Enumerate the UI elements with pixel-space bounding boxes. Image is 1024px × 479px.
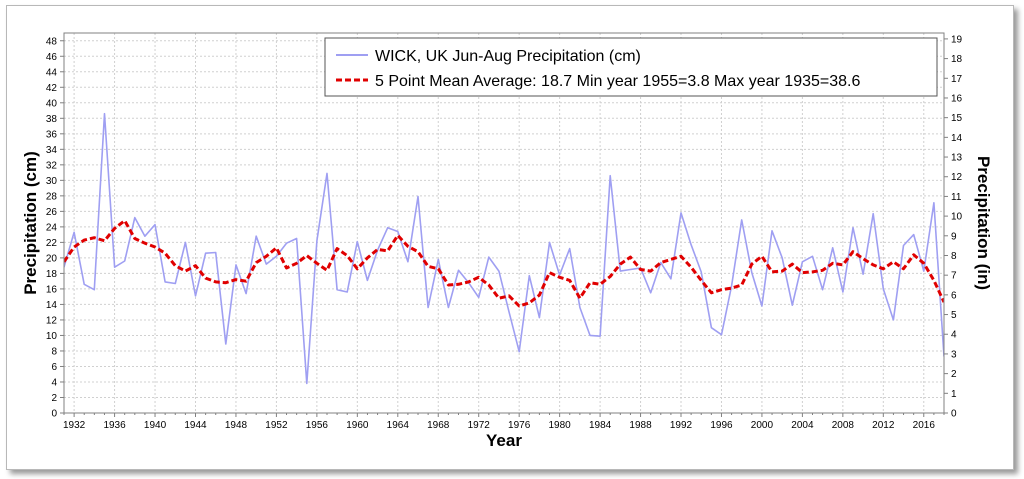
y-left-tick-label: 48 <box>46 36 58 47</box>
x-tick-label: 1992 <box>670 420 693 431</box>
y-left-tick-label: 4 <box>51 377 57 388</box>
y-left-tick-label: 18 <box>46 269 58 280</box>
precipitation-chart: 1932 1936 1940 1944 1948 1952 1956 1960 1964 1968… <box>21 32 993 450</box>
y-right-tick-label: 4 <box>951 330 957 341</box>
y-right-tick-label: 18 <box>951 54 963 65</box>
y-left-tick-label: 0 <box>51 409 57 420</box>
y-right-tick-label: 6 <box>951 290 957 301</box>
y-left-tick-label: 8 <box>51 346 57 357</box>
y-left-tick-label: 42 <box>46 83 58 94</box>
y-right-tick-label: 3 <box>951 349 957 360</box>
x-tick-label: 1972 <box>468 420 491 431</box>
y-axis-right-title: Precipitation (in) <box>974 156 993 290</box>
x-tick-label: 1944 <box>184 420 207 431</box>
x-tick-label: 2004 <box>791 420 814 431</box>
y-left-tick-label: 32 <box>46 160 58 171</box>
y-right-tick-label: 5 <box>951 310 957 321</box>
x-tick-label: 2012 <box>872 420 895 431</box>
series-layer <box>64 112 944 385</box>
x-tick-label: 1932 <box>63 420 86 431</box>
y-right-tick-label: 7 <box>951 271 957 282</box>
legend-series-label: WICK, UK Jun-Aug Precipitation (cm) <box>375 48 641 65</box>
x-tick-label: 1952 <box>265 420 288 431</box>
y-right-tick-label: 0 <box>951 409 957 420</box>
x-tick-label: 2000 <box>751 420 774 431</box>
x-tick-label: 1968 <box>427 420 450 431</box>
y-left-tick-label: 38 <box>46 114 58 125</box>
y-right-tick-label: 15 <box>951 113 963 124</box>
y-axis-left-ticks: 0246810121416182022242628303234363840424… <box>46 36 64 420</box>
y-axis-left-title: Precipitation (cm) <box>21 151 40 295</box>
x-tick-label: 1964 <box>387 420 410 431</box>
legend-mean-label: 5 Point Mean Average: 18.7 Min year 1955… <box>375 73 860 90</box>
x-axis-title: Year <box>486 431 522 450</box>
y-left-tick-label: 28 <box>46 191 58 202</box>
y-left-tick-label: 30 <box>46 176 58 187</box>
series-line-precipitation <box>64 112 944 385</box>
x-tick-label: 1988 <box>629 420 652 431</box>
y-left-tick-label: 40 <box>46 98 58 109</box>
plot-border <box>63 32 945 414</box>
y-left-tick-label: 20 <box>46 253 58 264</box>
y-left-tick-label: 44 <box>46 67 58 78</box>
grid-lines <box>64 33 944 414</box>
legend-box <box>324 37 938 97</box>
x-tick-label: 1980 <box>549 420 572 431</box>
x-tick-label: 2016 <box>913 420 936 431</box>
y-left-tick-label: 26 <box>46 207 58 218</box>
y-left-tick-label: 14 <box>46 300 58 311</box>
legend: WICK, UK Jun-Aug Precipitation (cm) 5 Po… <box>324 37 938 97</box>
x-tick-label: 1948 <box>225 420 248 431</box>
y-left-tick-label: 12 <box>46 315 58 326</box>
chart-frame: 1932 1936 1940 1944 1948 1952 1956 1960 1964 1968… <box>6 5 1014 470</box>
x-tick-label: 1976 <box>508 420 531 431</box>
y-right-tick-label: 19 <box>951 34 963 45</box>
y-right-tick-label: 13 <box>951 153 963 164</box>
x-tick-label: 1960 <box>346 420 369 431</box>
x-tick-label: 1984 <box>589 420 612 431</box>
x-tick-label: 1936 <box>103 420 126 431</box>
x-tick-label: 2008 <box>832 420 855 431</box>
y-right-tick-label: 12 <box>951 172 963 183</box>
y-right-tick-label: 17 <box>951 74 963 85</box>
y-left-tick-label: 34 <box>46 145 58 156</box>
y-left-tick-label: 16 <box>46 284 58 295</box>
x-tick-label: 1996 <box>710 420 733 431</box>
y-right-tick-label: 14 <box>951 133 963 144</box>
y-left-tick-label: 24 <box>46 222 58 233</box>
x-tick-label: 1956 <box>306 420 329 431</box>
y-right-tick-label: 8 <box>951 251 957 262</box>
x-axis-ticks: 1932 1936 1940 1944 1948 1952 1956 1960 1964 1968… <box>63 413 945 431</box>
y-left-tick-label: 6 <box>51 362 57 373</box>
y-right-tick-label: 10 <box>951 212 963 223</box>
y-left-tick-label: 46 <box>46 52 58 63</box>
series-line-mean <box>64 219 944 308</box>
y-right-tick-label: 1 <box>951 389 957 400</box>
y-left-tick-label: 22 <box>46 238 58 249</box>
y-right-tick-label: 9 <box>951 231 957 242</box>
x-tick-label: 1940 <box>144 420 167 431</box>
y-right-tick-label: 16 <box>951 93 963 104</box>
y-left-tick-label: 2 <box>51 393 57 404</box>
y-right-tick-label: 11 <box>951 192 962 203</box>
y-left-tick-label: 36 <box>46 129 58 140</box>
y-right-tick-label: 2 <box>951 369 957 380</box>
y-left-tick-label: 10 <box>46 331 58 342</box>
